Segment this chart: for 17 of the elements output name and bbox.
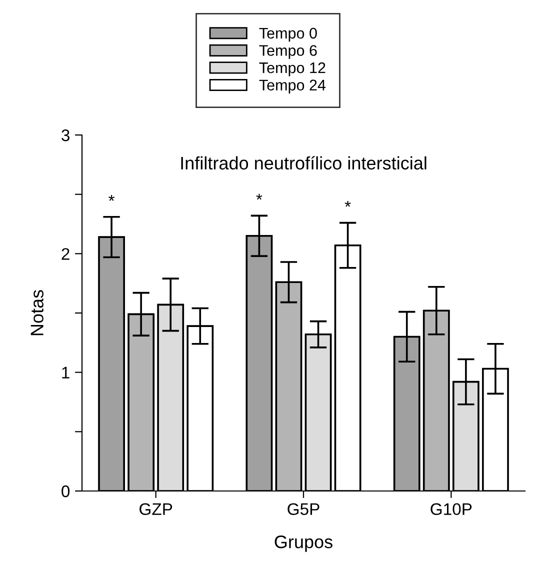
- y-axis-title: Notas: [30, 290, 44, 336]
- legend-label: Tempo 12: [259, 62, 326, 76]
- y-tick-label: 3: [62, 129, 70, 142]
- legend-label: Tempo 0: [259, 28, 317, 42]
- y-tick-label: 1: [62, 366, 70, 378]
- y-tick-label: 2: [62, 248, 70, 260]
- legend-label: Tempo 6: [259, 45, 317, 59]
- text: Infiltrado neutrofílico intersticial: [181, 156, 426, 170]
- data-label: *: [256, 194, 262, 200]
- legend-label: Tempo 24: [259, 80, 326, 94]
- data-label: *: [108, 195, 115, 201]
- y-tick-label: 0: [62, 485, 70, 498]
- x-tick-label: G10P: [430, 503, 472, 516]
- data-label: *: [344, 200, 351, 207]
- x-tick-label: GZP: [140, 503, 172, 516]
- x-axis-title: Grupos: [274, 535, 332, 552]
- x-tick-label: G5P: [288, 503, 320, 516]
